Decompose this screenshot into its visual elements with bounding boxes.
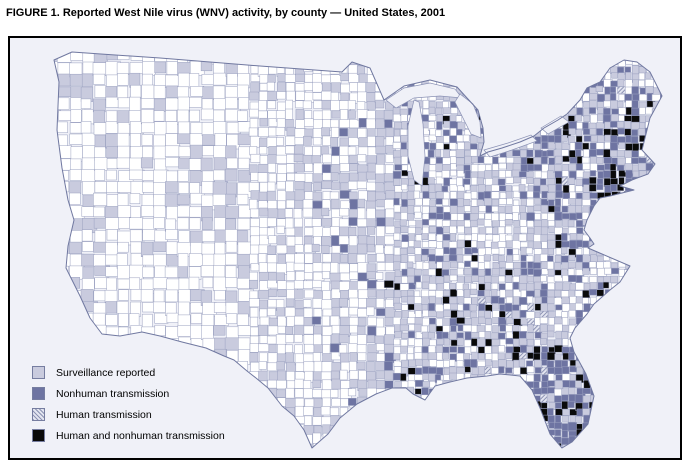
legend-swatch-nonhuman	[32, 387, 45, 400]
legend-item-human: Human transmission	[32, 408, 225, 421]
map-legend: Surveillance reported Nonhuman transmissi…	[32, 366, 225, 442]
figure-title: FIGURE 1. Reported West Nile virus (WNV)…	[6, 7, 446, 19]
lake-michigan	[407, 99, 426, 187]
legend-item-nonhuman: Nonhuman transmission	[32, 387, 225, 400]
legend-swatch-human	[32, 408, 45, 421]
legend-item-surveillance: Surveillance reported	[32, 366, 225, 379]
great-lakes-layer	[385, 82, 570, 187]
lake-ontario	[540, 115, 570, 135]
figure-frame: Surveillance reported Nonhuman transmissi…	[8, 36, 682, 460]
legend-swatch-surveillance	[32, 366, 45, 379]
us-county-choropleth-map	[53, 51, 663, 449]
legend-label-surveillance: Surveillance reported	[56, 366, 156, 379]
legend-label-human: Human transmission	[56, 408, 152, 421]
legend-label-nonhuman: Nonhuman transmission	[56, 387, 170, 400]
lake-huron	[454, 93, 482, 139]
legend-item-both: Human and nonhuman transmission	[32, 429, 225, 442]
legend-label-both: Human and nonhuman transmission	[56, 429, 225, 442]
legend-swatch-both	[32, 429, 45, 442]
